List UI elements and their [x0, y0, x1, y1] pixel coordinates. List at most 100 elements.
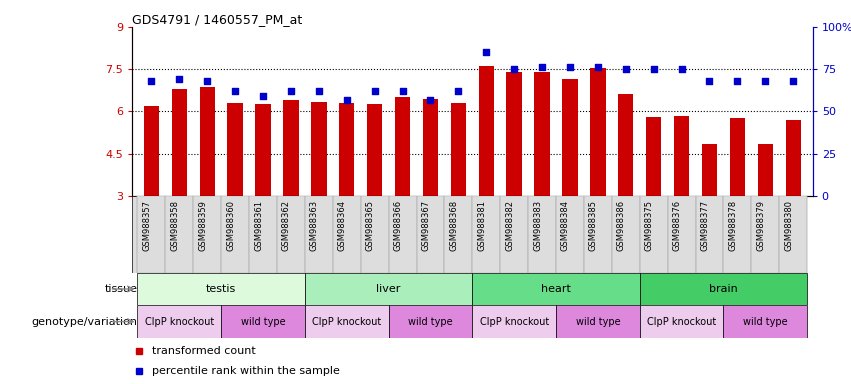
- Text: GSM988378: GSM988378: [728, 200, 737, 251]
- Bar: [333, 196, 361, 273]
- Bar: [423, 99, 438, 196]
- Point: [396, 88, 409, 94]
- Bar: [472, 273, 640, 305]
- Text: GSM988358: GSM988358: [170, 200, 180, 251]
- Text: ClpP knockout: ClpP knockout: [145, 316, 214, 327]
- Text: wild type: wild type: [743, 316, 787, 327]
- Bar: [640, 305, 723, 338]
- Text: tissue: tissue: [105, 284, 138, 294]
- Point: [563, 65, 577, 71]
- Text: GSM988361: GSM988361: [254, 200, 263, 251]
- Bar: [674, 116, 689, 196]
- Text: GSM988368: GSM988368: [449, 200, 459, 251]
- Text: GSM988365: GSM988365: [366, 200, 374, 251]
- Point: [368, 88, 381, 94]
- Bar: [311, 101, 327, 196]
- Point: [452, 88, 465, 94]
- Bar: [221, 305, 305, 338]
- Bar: [249, 196, 277, 273]
- Point: [758, 78, 772, 84]
- Bar: [305, 305, 389, 338]
- Bar: [305, 273, 472, 305]
- Text: GDS4791 / 1460557_PM_at: GDS4791 / 1460557_PM_at: [132, 13, 302, 26]
- Bar: [451, 103, 466, 196]
- Bar: [534, 72, 550, 196]
- Bar: [339, 103, 354, 196]
- Bar: [361, 196, 389, 273]
- Bar: [193, 196, 221, 273]
- Bar: [702, 144, 717, 196]
- Bar: [200, 88, 215, 196]
- Text: transformed count: transformed count: [152, 346, 256, 356]
- Bar: [165, 196, 193, 273]
- Text: GSM988363: GSM988363: [310, 200, 319, 251]
- Point: [145, 78, 158, 84]
- Bar: [283, 100, 299, 196]
- Bar: [389, 305, 472, 338]
- Bar: [668, 196, 695, 273]
- Point: [535, 65, 549, 71]
- Bar: [416, 196, 444, 273]
- Point: [675, 66, 688, 72]
- Text: GSM988381: GSM988381: [477, 200, 486, 251]
- Point: [730, 78, 744, 84]
- Bar: [138, 305, 221, 338]
- Bar: [618, 94, 633, 196]
- Bar: [780, 196, 807, 273]
- Bar: [723, 305, 807, 338]
- Bar: [395, 97, 410, 196]
- Text: ClpP knockout: ClpP knockout: [647, 316, 717, 327]
- Text: GSM988357: GSM988357: [142, 200, 151, 251]
- Bar: [277, 196, 305, 273]
- Text: ClpP knockout: ClpP knockout: [312, 316, 381, 327]
- Bar: [757, 144, 773, 196]
- Point: [619, 66, 632, 72]
- Text: GSM988360: GSM988360: [226, 200, 235, 251]
- Point: [228, 88, 242, 94]
- Bar: [506, 72, 522, 196]
- Point: [173, 76, 186, 82]
- Bar: [389, 196, 416, 273]
- Bar: [367, 104, 382, 196]
- Text: GSM988375: GSM988375: [645, 200, 654, 251]
- Bar: [723, 196, 751, 273]
- Bar: [172, 89, 187, 196]
- Point: [424, 96, 437, 103]
- Bar: [695, 196, 723, 273]
- Point: [591, 65, 605, 71]
- Bar: [556, 305, 640, 338]
- Bar: [478, 66, 494, 196]
- Bar: [556, 196, 584, 273]
- Bar: [138, 273, 305, 305]
- Bar: [472, 305, 556, 338]
- Bar: [612, 196, 640, 273]
- Point: [201, 78, 214, 84]
- Text: GSM988383: GSM988383: [533, 200, 542, 251]
- Point: [479, 49, 493, 55]
- Text: wild type: wild type: [408, 316, 453, 327]
- Text: GSM988385: GSM988385: [589, 200, 598, 251]
- Point: [340, 96, 353, 103]
- Text: GSM988384: GSM988384: [561, 200, 570, 251]
- Text: wild type: wild type: [241, 316, 285, 327]
- Point: [786, 78, 800, 84]
- Bar: [751, 196, 780, 273]
- Text: liver: liver: [376, 284, 401, 294]
- Bar: [528, 196, 556, 273]
- Bar: [500, 196, 528, 273]
- Text: GSM988377: GSM988377: [700, 200, 710, 251]
- Text: GSM988364: GSM988364: [338, 200, 346, 251]
- Text: GSM988367: GSM988367: [421, 200, 431, 251]
- Bar: [584, 196, 612, 273]
- Bar: [255, 104, 271, 196]
- Bar: [640, 273, 807, 305]
- Bar: [472, 196, 500, 273]
- Text: GSM988376: GSM988376: [672, 200, 682, 251]
- Text: GSM988359: GSM988359: [198, 200, 208, 250]
- Bar: [729, 118, 745, 196]
- Text: ClpP knockout: ClpP knockout: [479, 316, 549, 327]
- Bar: [144, 106, 159, 196]
- Text: GSM988380: GSM988380: [784, 200, 793, 251]
- Text: GSM988366: GSM988366: [393, 200, 403, 251]
- Point: [312, 88, 326, 94]
